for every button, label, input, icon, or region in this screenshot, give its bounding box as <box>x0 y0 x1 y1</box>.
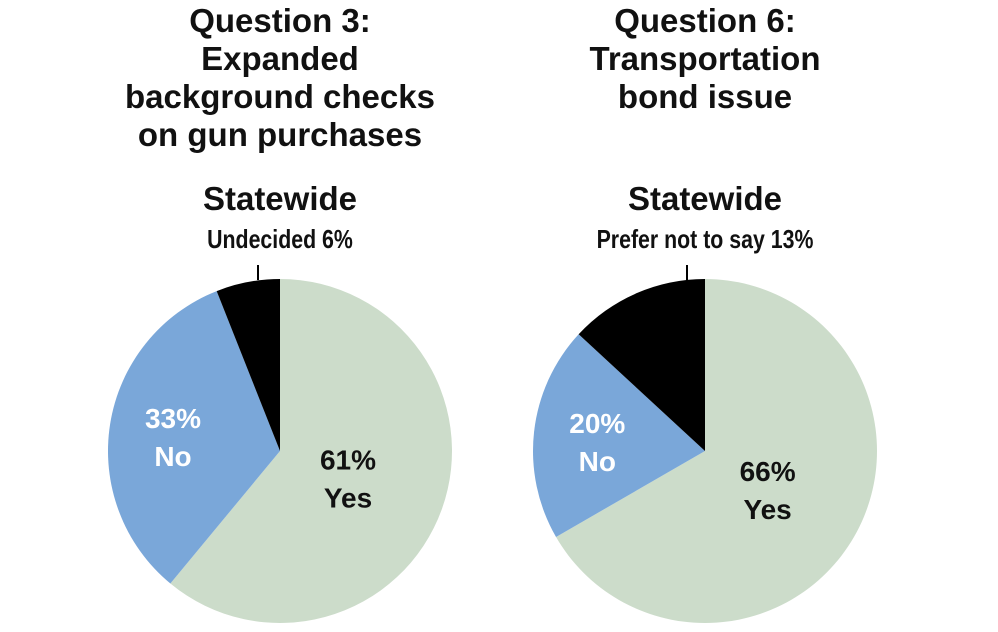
slice-category-label: No <box>154 441 191 472</box>
slice-category-label: No <box>579 446 616 477</box>
pie-slice-no <box>107 291 281 584</box>
chart-subtitle: Statewide <box>627 180 783 217</box>
pie-slice-no <box>532 334 705 537</box>
chart-q3: Question 3: Expanded background checks o… <box>90 0 470 632</box>
slice-label-yes: 66% Yes <box>740 456 796 525</box>
title-line: on gun purchases <box>137 116 423 153</box>
chart-title: Question 6: Transportation bond issue <box>515 2 895 116</box>
slice-percent-label: 20% <box>569 408 625 439</box>
title-line: Expanded <box>201 40 359 77</box>
slice-label-no: 33% No <box>145 403 201 472</box>
chart-subtitle: Statewide <box>202 180 358 217</box>
title-line: background checks <box>125 78 435 115</box>
chart-title: Question 3: Expanded background checks o… <box>90 2 470 154</box>
slice-label-no: 20% No <box>569 408 625 477</box>
title-line: Question 6: <box>614 2 796 39</box>
pie-slice-yes <box>556 279 877 623</box>
slice-category-label: Yes <box>743 494 791 525</box>
slice-percent-label: 66% <box>740 456 796 487</box>
pie-slice-prefer-not-to-say <box>578 279 705 451</box>
pie-slice-yes <box>170 279 452 623</box>
undecided-callout: Undecided 6% <box>207 224 353 254</box>
pie-slice-undecided <box>216 279 280 451</box>
prefer-not-callout: Prefer not to say 13% <box>596 224 814 254</box>
title-line: Transportation <box>589 40 821 77</box>
slice-percent-label: 61% <box>320 445 376 476</box>
slice-percent-label: 33% <box>145 403 201 434</box>
title-line: bond issue <box>617 78 793 115</box>
slice-label-yes: 61% Yes <box>320 445 376 514</box>
slice-category-label: Yes <box>324 483 372 514</box>
pie-chart: 66% Yes 20% No <box>532 265 877 623</box>
pie-chart: 61% Yes 33% No <box>107 265 452 623</box>
chart-q6: Question 6: Transportation bond issue St… <box>515 0 895 632</box>
title-line: Question 3: <box>189 2 371 39</box>
